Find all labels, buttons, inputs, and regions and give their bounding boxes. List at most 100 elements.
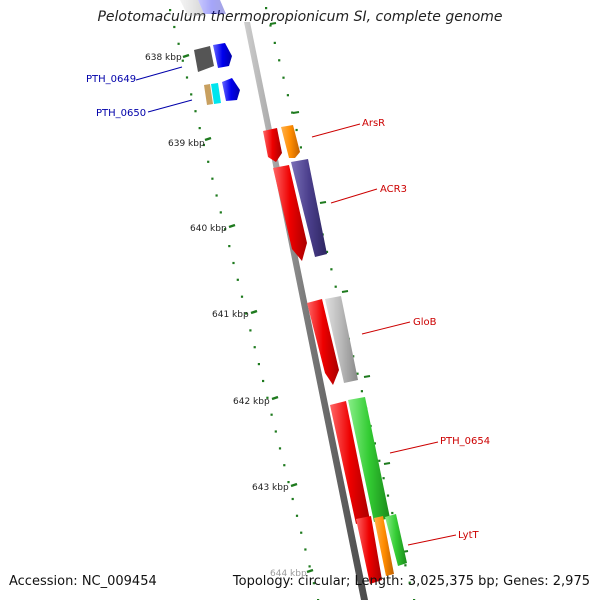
ruler-minor-tick [190,93,193,96]
ruler-minor-tick [211,177,214,180]
ruler-minor-tick [269,24,272,27]
ruler-minor-tick [291,497,294,501]
ruler-tick-label: 638 kbp [145,53,182,63]
ruler-minor-tick [408,581,411,584]
ruler-minor-tick [194,110,197,113]
ruler-tick [250,309,258,315]
gene-arrow-arsr-orange [281,125,300,158]
ruler-tick [182,53,190,59]
ruler-minor-tick [283,464,286,467]
ruler-minor-tick [278,59,281,62]
ruler-minor-tick [360,390,363,393]
ruler-tick-label: 639 kbp [168,139,205,149]
gene-arrow [180,0,205,16]
outer-ruler-tick [383,462,391,465]
ruler-minor-tick [177,42,180,45]
ruler-minor-tick [173,25,176,29]
ruler-minor-tick [232,261,235,265]
gene-arrows[interactable] [263,125,407,584]
gene-labels[interactable]: PTH_0649 PTH_0650 ArsR ACR3 GloB PTH_065… [86,74,490,541]
label-connector [311,123,361,138]
ruler-minor-tick [266,396,269,399]
ruler-minor-tick [304,548,307,551]
ruler-minor-tick [240,295,244,298]
ruler-minor-tick [278,447,282,450]
ruler-dotted-track [169,9,320,600]
ruler-tick-labels: 638 kbp 639 kbp 640 kbp 641 kbp 642 kbp … [145,53,307,579]
ruler-minor-tick [265,7,268,10]
ruler-tick-label: 644 kbp [270,569,307,579]
ruler-tick [228,223,236,229]
ruler-minor-tick [274,430,277,433]
outer-ruler-tick [341,290,349,293]
ruler-minor-tick [295,128,298,132]
ruler-minor-tick [325,250,329,253]
label-connector [361,321,411,335]
gene-arrow-lytt-green [385,514,407,566]
label-connector [135,66,183,81]
label-connector [407,534,457,546]
ruler-minor-tick [287,481,290,484]
ruler-tick-label: 643 kbp [252,483,289,493]
ruler-minor-tick [373,442,376,445]
label-connector [389,441,439,454]
ruler-tick-label: 641 kbp [212,310,249,320]
gene-arrow-acr3-red [273,165,307,261]
ruler-minor-tick [300,531,303,534]
ruler-minor-tick [236,278,239,281]
accession-text: Accession: NC_009454 [9,574,157,589]
gene-label-connectors [135,66,457,546]
ruler-minor-tick [404,564,407,567]
ruler-tick-label: 642 kbp [233,397,270,407]
ruler-minor-tick [286,94,289,97]
gene-label-pth0650: PTH_0650 [96,108,146,119]
ruler-tick [306,568,314,574]
ruler-minor-tick [245,312,248,315]
gene-cluster-top[interactable] [194,43,240,105]
gene-arrow-pth0654-green [348,397,390,522]
ruler-minor-tick [253,346,256,349]
gene-arrow-gray [194,46,214,72]
gene-arrow-blue [222,78,240,101]
ruler-minor-tick [391,511,394,515]
ruler-minor-tick [185,76,189,79]
ruler-minor-tick [334,285,337,288]
outer-ruler-tick [269,22,277,25]
ruler-minor-tick [228,245,231,248]
ruler-tick [271,395,279,401]
ruler-minor-tick [382,477,385,480]
gene-label-glob: GloB [413,317,437,328]
gene-label-arsr: ArsR [362,118,385,129]
gene-arrow-globd-gray [325,296,358,383]
outer-ruler-tick [319,201,327,204]
label-connector [147,99,193,113]
ruler-minor-tick [224,228,227,231]
ruler-minor-tick [299,146,302,149]
gene-label-lytt: LytT [458,530,479,541]
ruler-tick-label: 640 kbp [190,224,227,234]
ruler-minor-tick [312,582,315,585]
gene-arrow-cyan [211,83,221,104]
upper-faded-features [180,0,226,16]
ruler-minor-tick [378,459,381,462]
gene-label-pth0654: PTH_0654 [440,436,490,447]
genome-summary-text: Topology: circular; Length: 3,025,375 bp… [232,574,590,589]
ruler-minor-tick [257,363,260,366]
ruler-minor-tick [198,127,201,130]
gene-arrow-arsr-red [263,128,282,162]
ruler-tick [290,482,298,488]
ruler-minor-tick [330,268,333,271]
ruler-minor-tick [207,160,210,163]
gene-label-pth0649: PTH_0649 [86,74,136,85]
gene-arrow [198,0,226,14]
ruler-minor-tick [270,413,273,416]
ruler-minor-tick [295,514,299,517]
ruler-minor-tick [273,41,276,44]
gene-arrow-pth0654-red [330,401,370,524]
label-connector [330,188,378,204]
gene-arrow-lytt-red [356,516,382,584]
ruler-minor-tick [215,194,218,197]
genome-backbone [244,22,368,600]
